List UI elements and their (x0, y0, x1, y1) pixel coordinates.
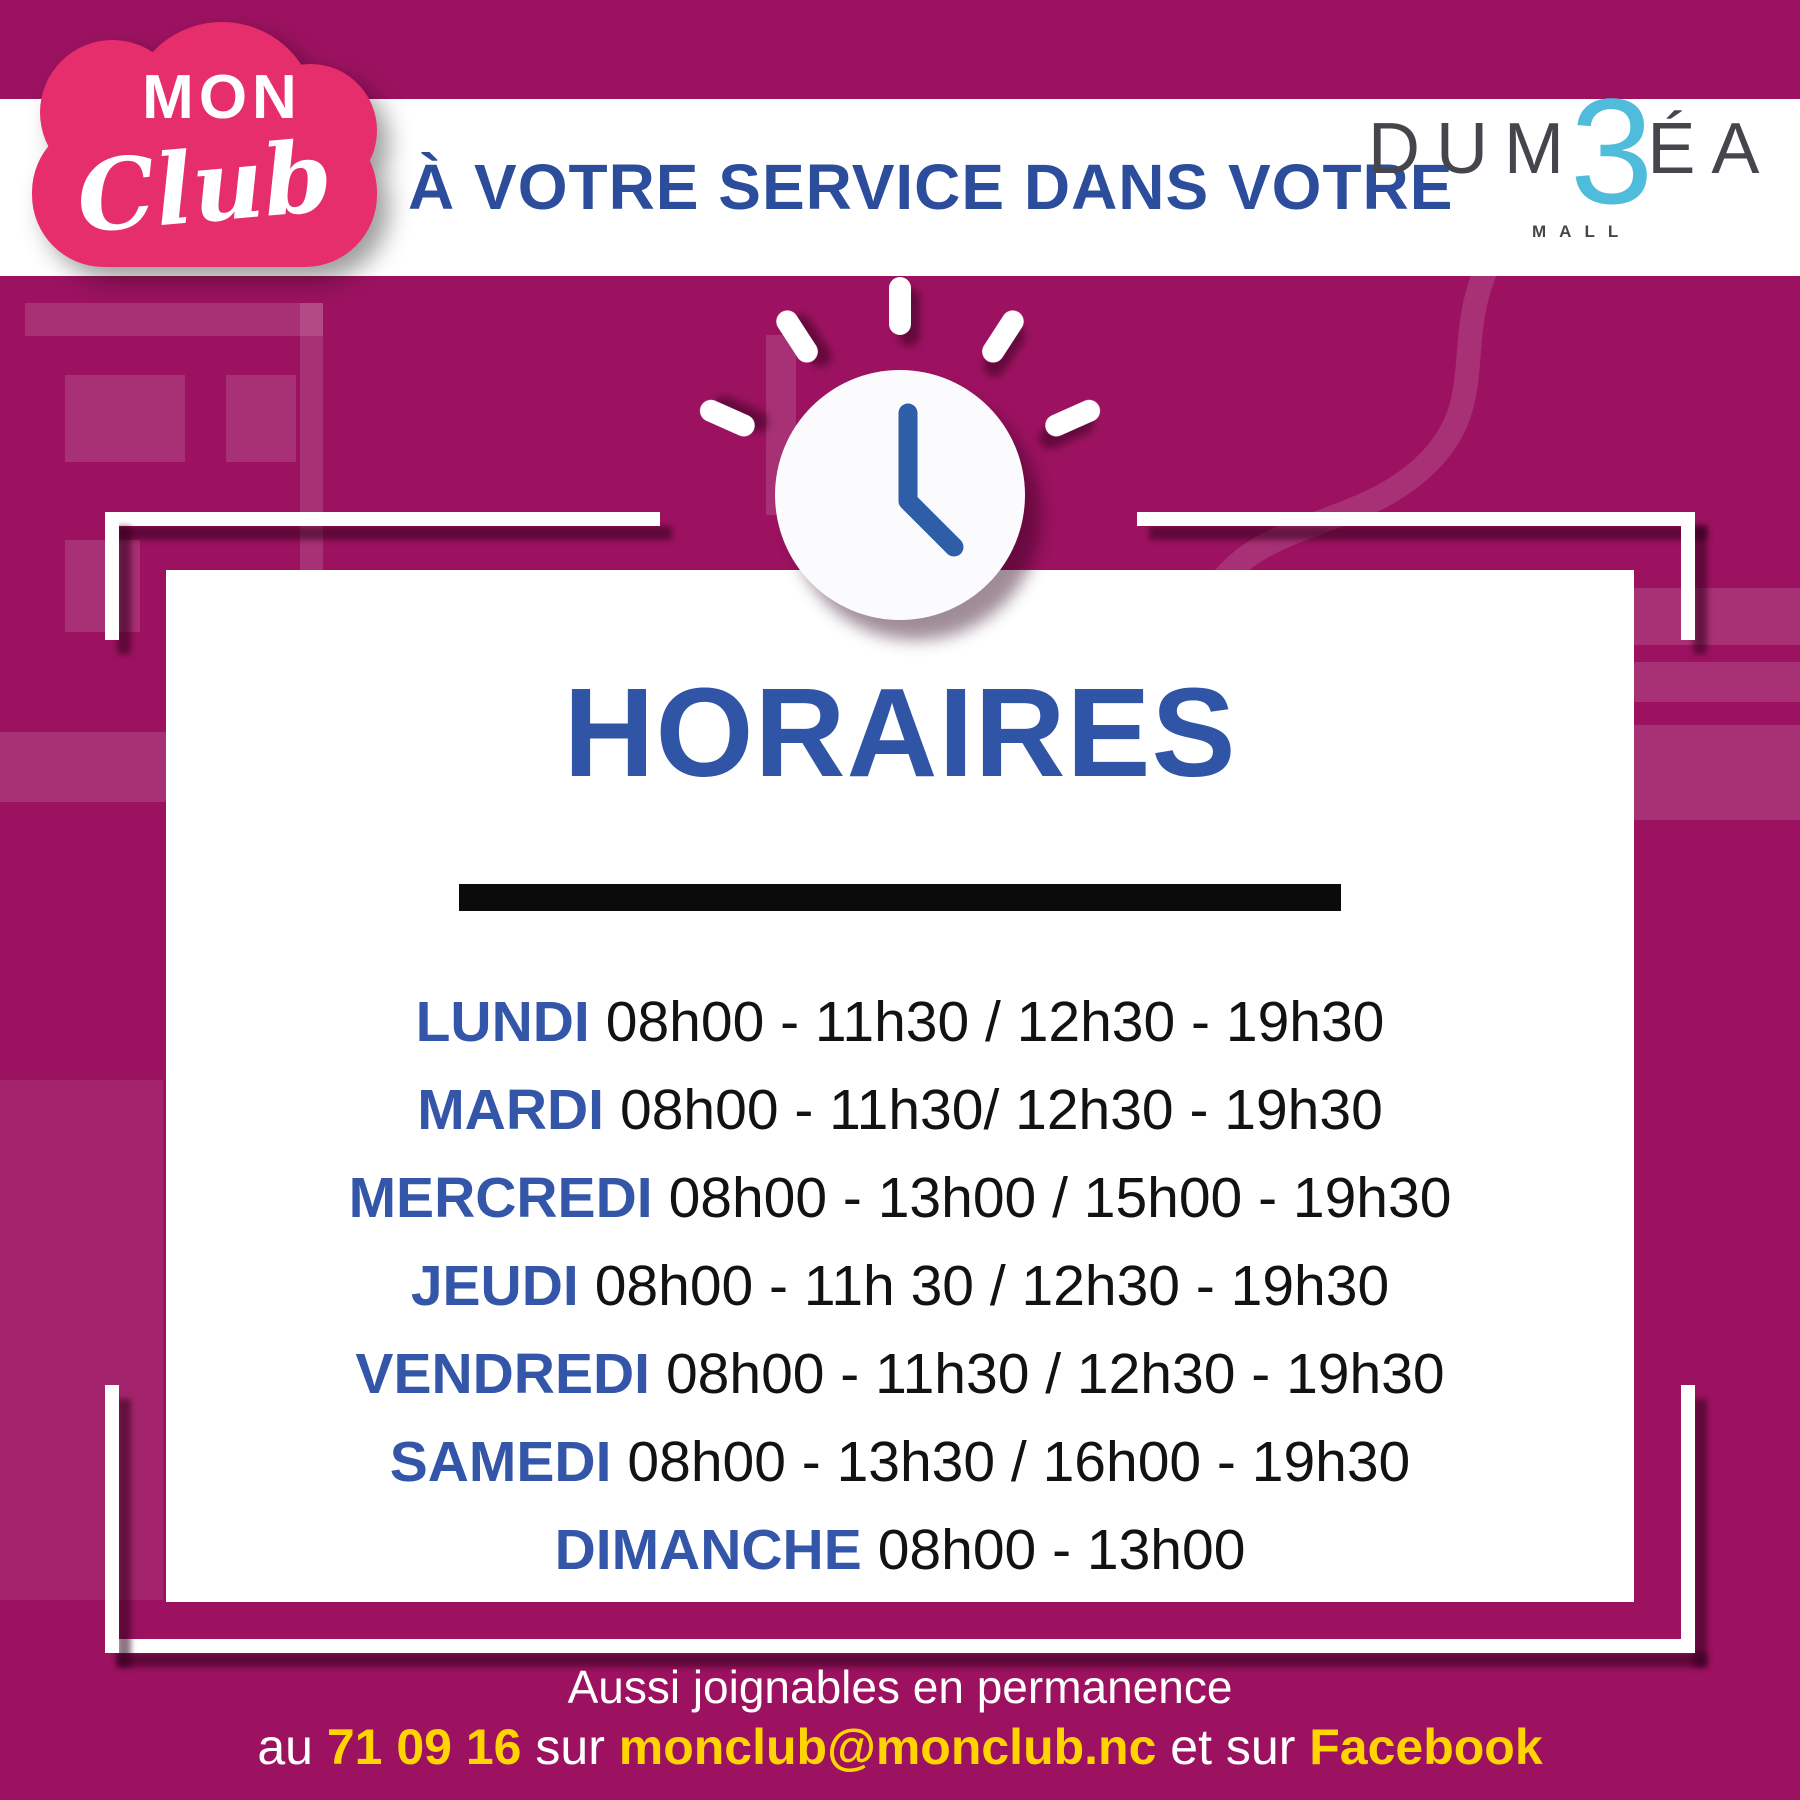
day-label: LUNDI (415, 990, 590, 1054)
schedule-title: HORAIRES (563, 662, 1237, 803)
mall-logo-subtitle: MALL (1532, 222, 1632, 241)
monclub-logo-mon: MON (142, 63, 302, 132)
frame-top-right-segment (1137, 512, 1695, 526)
hours-value: 08h00 - 13h00 (877, 1518, 1246, 1582)
hours-value: 08h00 - 13h00 / 15h00 - 19h30 (668, 1166, 1452, 1230)
map-block-shape (1634, 725, 1800, 820)
frame-top-left-stub (105, 512, 119, 640)
schedule-rows: LUNDI 08h00 - 11h30 / 12h30 - 19h30 MARDI… (166, 978, 1634, 1594)
facebook-label: Facebook (1309, 1719, 1543, 1775)
email-address: monclub@monclub.nc (618, 1719, 1157, 1775)
day-label: DIMANCHE (554, 1518, 862, 1582)
map-block-shape (65, 540, 140, 632)
schedule-row-dimanche: DIMANCHE 08h00 - 13h00 (166, 1506, 1634, 1594)
map-street-shape (1634, 588, 1800, 645)
mall-logo-dum: DUM (1368, 109, 1580, 189)
ray-shape (889, 277, 911, 335)
schedule-card (166, 570, 1634, 1602)
clock-hands (898, 403, 964, 557)
dumbea-mall-logo: DUM 3 ÉA (1368, 67, 1776, 235)
frame-bottom-segment (105, 1639, 1695, 1653)
hours-value: 08h00 - 11h30/ 12h30 - 19h30 (620, 1078, 1383, 1142)
mall-logo-ea: ÉA (1647, 109, 1776, 189)
frame-bottom-left-stub (105, 1385, 119, 1653)
schedule-row-samedi: SAMEDI 08h00 - 13h30 / 16h00 - 19h30 (166, 1418, 1634, 1506)
frame-top-left-segment (105, 512, 660, 526)
schedule-row-mercredi: MERCREDI 08h00 - 13h00 / 15h00 - 19h30 (166, 1154, 1634, 1242)
hours-value: 08h00 - 11h 30 / 12h30 - 19h30 (594, 1254, 1390, 1318)
day-label: JEUDI (410, 1254, 579, 1318)
schedule-row-lundi: LUNDI 08h00 - 11h30 / 12h30 - 19h30 (166, 978, 1634, 1066)
hours-value: 08h00 - 11h30 / 12h30 - 19h30 (605, 990, 1385, 1054)
footer-text: et sur (1156, 1719, 1310, 1775)
schedule-row-jeudi: JEUDI 08h00 - 11h 30 / 12h30 - 19h30 (166, 1242, 1634, 1330)
schedule-row-vendredi: VENDREDI 08h00 - 11h30 / 12h30 - 19h30 (166, 1330, 1634, 1418)
footer-line1: Aussi joignables en permanence (567, 1661, 1233, 1713)
hours-value: 08h00 - 11h30 / 12h30 - 19h30 (665, 1342, 1445, 1406)
title-underline (459, 884, 1341, 911)
map-block-shape (0, 1080, 163, 1600)
footer-line2: au 71 09 16 sur monclub@monclub.nc et su… (0, 1718, 1800, 1776)
frame-top-right-stub (1681, 512, 1695, 640)
day-label: VENDREDI (355, 1342, 650, 1406)
day-label: SAMEDI (389, 1430, 612, 1494)
hours-value: 08h00 - 13h30 / 16h00 - 19h30 (627, 1430, 1411, 1494)
cloud-shape (32, 120, 377, 267)
map-street-shape (25, 303, 323, 336)
map-block-shape (65, 375, 185, 462)
schedule-row-mardi: MARDI 08h00 - 11h30/ 12h30 - 19h30 (166, 1066, 1634, 1154)
frame-bottom-right-stub (1681, 1385, 1695, 1653)
tagline-text: À VOTRE SERVICE DANS VOTRE (408, 151, 1454, 223)
phone-number: 71 09 16 (326, 1719, 522, 1775)
map-street-shape (300, 303, 323, 623)
day-label: MERCREDI (348, 1166, 653, 1230)
day-label: MARDI (417, 1078, 605, 1142)
footer-text: au (257, 1719, 327, 1775)
map-block-shape (1634, 662, 1800, 702)
monclub-logo: MON Club (32, 22, 377, 267)
map-block-shape (226, 375, 296, 462)
footer-text: sur (521, 1719, 619, 1775)
clock-icon (775, 370, 1025, 620)
